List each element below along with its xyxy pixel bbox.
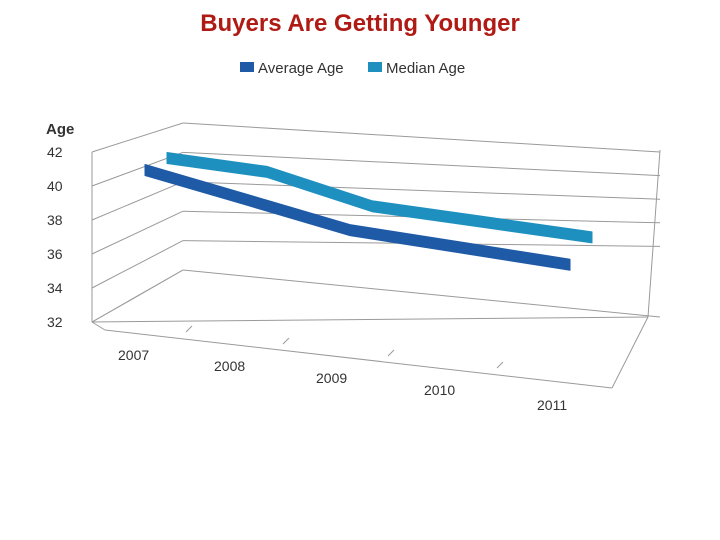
- y-tick-label: 42: [47, 144, 63, 160]
- right-wall-edge: [647, 149, 661, 318]
- y-tick-label: 38: [47, 212, 63, 228]
- floor-divider: [496, 361, 504, 369]
- chart-title: Buyers Are Getting Younger: [200, 10, 520, 37]
- gridline-left-36: [91, 210, 184, 255]
- y-tick-label: 36: [47, 246, 63, 262]
- legend-swatch-median-age: [368, 62, 382, 72]
- floor-left-edge: [91, 269, 184, 323]
- x-tick-label-2010: 2010: [424, 382, 455, 398]
- gridline-back-42: [182, 122, 661, 153]
- floor-front-edge: [104, 329, 613, 389]
- x-tick-label-2009: 2009: [316, 370, 347, 386]
- series-ribbon-median-age: [166, 152, 593, 244]
- gridline-left-34: [91, 240, 184, 289]
- y-tick-label: 32: [47, 314, 63, 330]
- floor-back-edge: [91, 316, 649, 323]
- legend-label-median-age: Median Age: [386, 60, 465, 77]
- gridline-back-32: [182, 269, 661, 318]
- y-axis-ticks: 32 34 36 38 40 42: [47, 144, 63, 330]
- y-tick-label: 40: [47, 178, 63, 194]
- plot-area: 32 34 36 38 40 42 2007 2008 2009 2010 2011: [47, 122, 661, 413]
- gridline-left-38: [91, 181, 184, 221]
- floor-divider: [185, 325, 193, 333]
- x-tick-label-2008: 2008: [214, 358, 245, 374]
- floor-front-corner: [91, 321, 106, 331]
- y-tick-label: 34: [47, 280, 63, 296]
- legend-label-average-age: Average Age: [258, 60, 344, 77]
- legend: Average Age Median Age: [240, 60, 465, 77]
- y-axis-title: Age: [46, 121, 74, 138]
- gridlines: [91, 122, 661, 389]
- floor-right-edge: [611, 316, 649, 389]
- x-tick-label-2011: 2011: [537, 397, 567, 413]
- floor-divider: [282, 337, 290, 345]
- gridline-back-38: [182, 181, 661, 200]
- x-tick-label-2007: 2007: [118, 347, 149, 363]
- series-ribbons: [144, 152, 593, 271]
- gridline-back-40: [182, 151, 661, 177]
- series-ribbon-average-age: [144, 164, 571, 271]
- floor-divider: [387, 349, 395, 357]
- x-axis-ticks: 2007 2008 2009 2010 2011: [118, 347, 567, 413]
- gridline-left-42: [91, 122, 184, 153]
- legend-swatch-average-age: [240, 62, 254, 72]
